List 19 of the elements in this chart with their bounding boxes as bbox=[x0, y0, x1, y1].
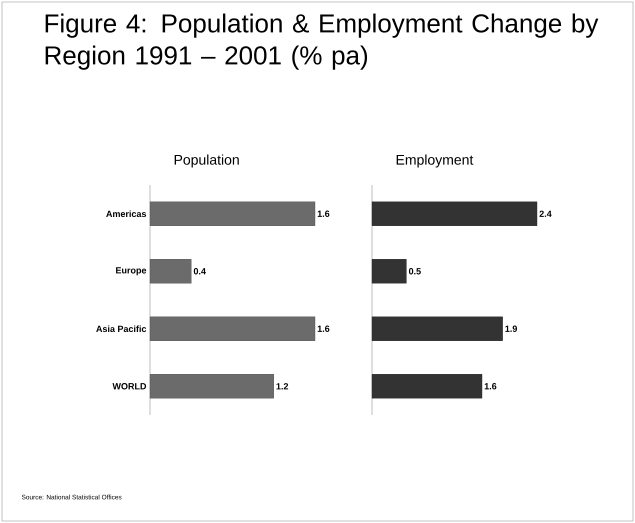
data-label: 2.4 bbox=[540, 210, 552, 217]
data-label: 0.5 bbox=[408, 268, 421, 274]
chart-subtitle: Employment bbox=[396, 154, 474, 168]
data-label: 1.2 bbox=[276, 383, 288, 390]
y-tick-label: WORLD bbox=[112, 383, 146, 390]
data-label: 1.9 bbox=[505, 326, 518, 332]
data-label: 1.6 bbox=[318, 326, 330, 332]
chart-title: Figure 4: Population & Employment Change by Region 1991 – 2001 (% pa) bbox=[46, 14, 598, 70]
y-tick-label: Americas bbox=[106, 210, 146, 218]
chart-subtitle: Population bbox=[174, 154, 239, 168]
bar bbox=[372, 374, 482, 398]
data-label: 1.6 bbox=[484, 383, 496, 390]
y-tick-label: Europe bbox=[116, 267, 146, 276]
y-tick-label: Asia Pacific bbox=[96, 325, 146, 332]
bar bbox=[372, 316, 503, 341]
data-label: 0.4 bbox=[194, 268, 206, 274]
bar bbox=[372, 202, 538, 226]
data-label: 1.6 bbox=[318, 210, 330, 217]
bar bbox=[372, 259, 407, 284]
